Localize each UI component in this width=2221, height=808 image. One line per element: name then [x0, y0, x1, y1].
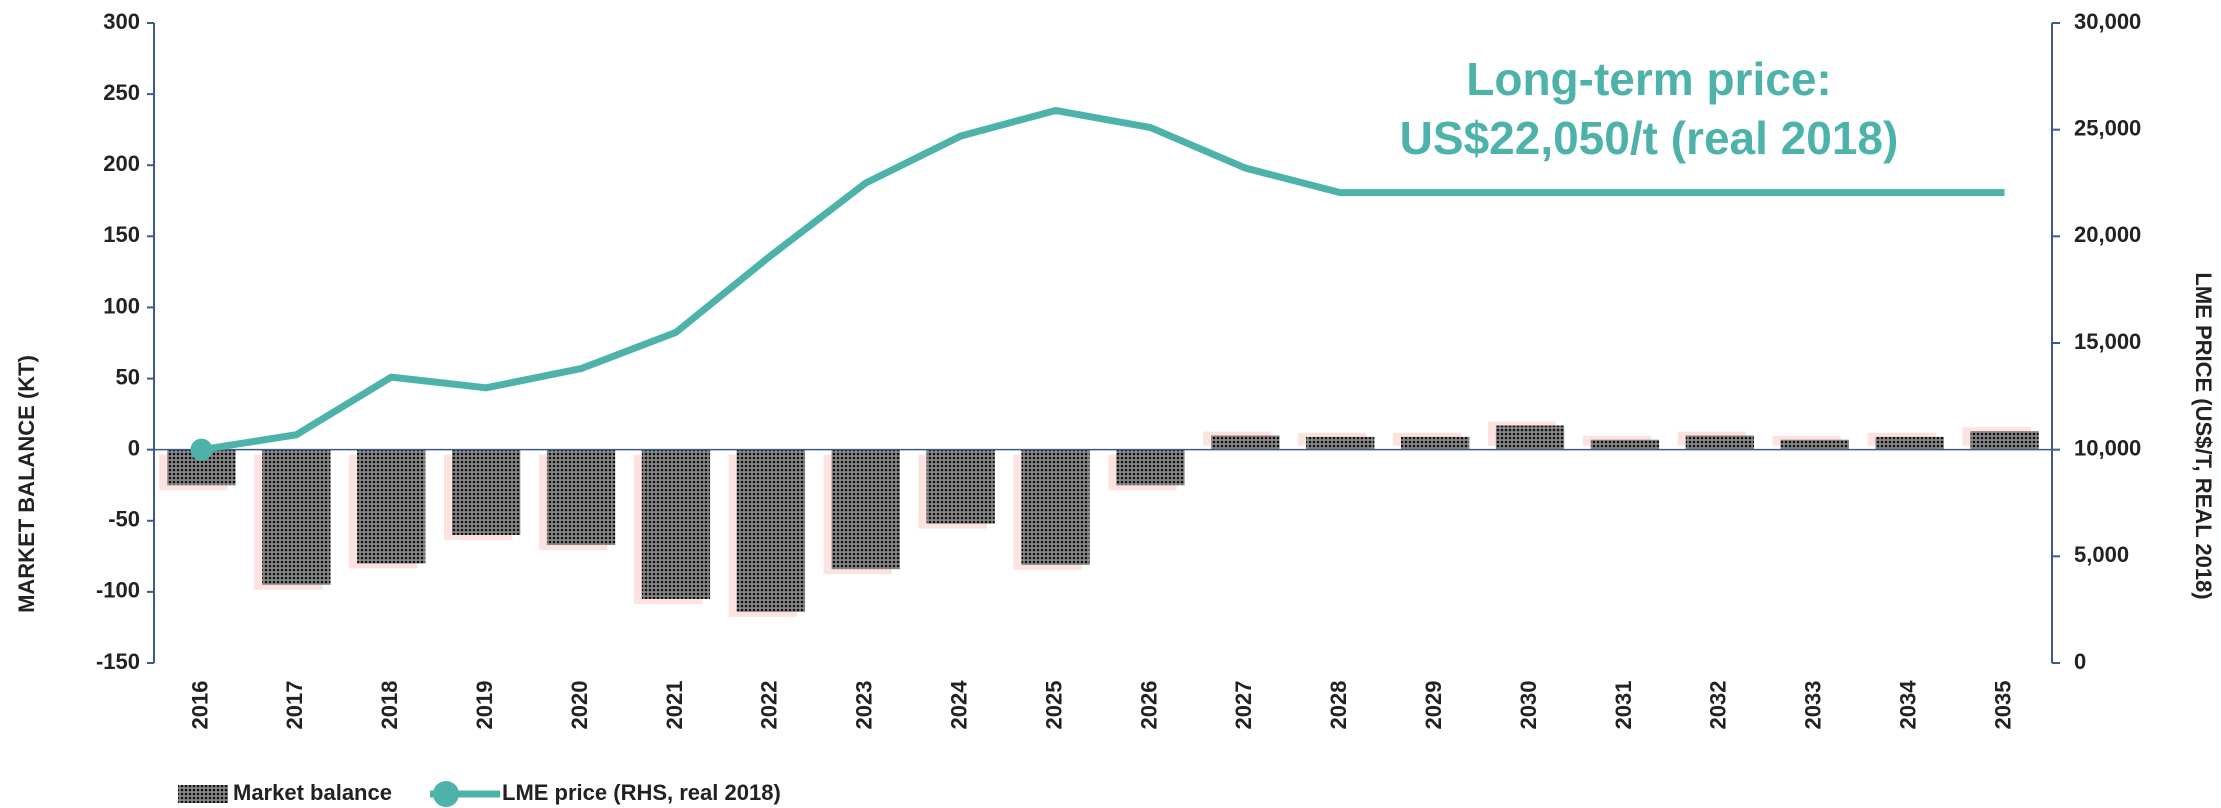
- bar: [1970, 431, 2039, 450]
- legend-label: Market balance: [233, 780, 392, 805]
- legend-label: LME price (RHS, real 2018): [502, 780, 781, 805]
- x-tick-label: 2033: [1801, 681, 1826, 730]
- y-tick-label: -150: [96, 649, 140, 674]
- y-axis-title: MARKET BALANCE (KT): [14, 355, 39, 613]
- annotation: US$22,050/t (real 2018): [1400, 112, 1899, 164]
- x-tick-label: 2022: [757, 681, 782, 730]
- bar: [1495, 425, 1565, 450]
- y2-tick-label: 0: [2074, 649, 2086, 674]
- start-marker: [190, 438, 213, 461]
- x-tick-label: 2020: [567, 681, 592, 730]
- bar: [1211, 435, 1280, 450]
- y2-tick-label: 20,000: [2074, 222, 2141, 247]
- x-tick-label: 2035: [1990, 681, 2015, 730]
- y-tick-label: -100: [96, 578, 140, 603]
- x-tick-label: 2031: [1611, 681, 1636, 730]
- y-tick-label: 0: [128, 435, 140, 460]
- bar: [1780, 439, 1849, 450]
- bar: [546, 449, 616, 545]
- x-tick-label: 2023: [852, 681, 877, 730]
- y2-axis-title: LME PRICE (US$/T, REAL 2018): [2191, 272, 2216, 599]
- x-tick-label: 2021: [662, 681, 687, 730]
- y2-tick-label: 15,000: [2074, 329, 2141, 354]
- y-tick-label: 150: [103, 222, 140, 247]
- x-tick-label: 2017: [282, 681, 307, 730]
- x-tick-label: 2032: [1706, 681, 1731, 730]
- annotation: Long-term price:: [1466, 53, 1831, 105]
- bar: [451, 449, 521, 535]
- bar: [1400, 436, 1470, 450]
- x-tick-label: 2024: [946, 680, 971, 730]
- bar: [1685, 435, 1755, 450]
- x-tick-label: 2034: [1895, 680, 1920, 730]
- bar: [831, 449, 900, 570]
- legend-swatch: [433, 781, 459, 807]
- y-tick-label: 250: [103, 80, 140, 105]
- y2-tick-label: 25,000: [2074, 115, 2141, 140]
- x-tick-label: 2018: [377, 681, 402, 730]
- y2-tick-label: 10,000: [2074, 435, 2141, 460]
- legend-swatch: [178, 785, 228, 803]
- x-tick-label: 2029: [1421, 681, 1446, 730]
- x-tick-label: 2016: [187, 681, 212, 730]
- x-tick-label: 2019: [472, 681, 497, 730]
- price-line: [200, 106, 2005, 454]
- y-tick-label: 100: [103, 293, 140, 318]
- bar: [1875, 436, 1944, 450]
- y-tick-label: 50: [116, 364, 140, 389]
- x-tick-label: 2028: [1326, 681, 1351, 730]
- bar: [736, 449, 806, 612]
- bar: [1590, 439, 1660, 450]
- y2-tick-label: 5,000: [2074, 542, 2129, 567]
- y2-tick-label: 30,000: [2074, 9, 2141, 34]
- x-tick-label: 2025: [1041, 681, 1066, 730]
- bar: [926, 449, 995, 524]
- bar: [1116, 449, 1185, 486]
- bar: [1306, 436, 1375, 450]
- bar: [1021, 449, 1090, 565]
- x-tick-label: 2027: [1231, 681, 1256, 730]
- bar: [641, 449, 711, 599]
- x-tick-label: 2026: [1136, 681, 1161, 730]
- y-tick-label: -50: [108, 507, 140, 532]
- y-tick-label: 300: [103, 9, 140, 34]
- y-tick-label: 200: [103, 151, 140, 176]
- bar: [262, 449, 331, 585]
- x-tick-label: 2030: [1516, 681, 1541, 730]
- bar: [357, 449, 426, 564]
